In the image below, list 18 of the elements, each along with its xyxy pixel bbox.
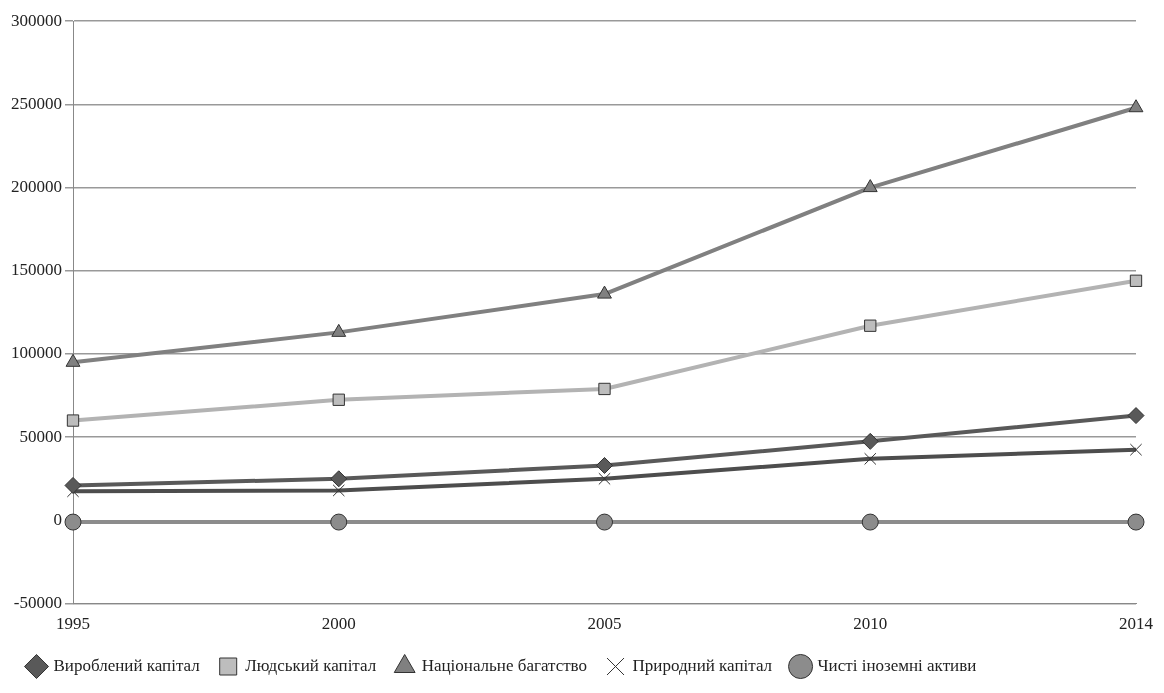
- y-tick-label: 200000: [11, 177, 62, 197]
- y-tick-label: 250000: [11, 93, 62, 113]
- y-tick-label: 150000: [11, 260, 62, 280]
- y-tick-label: 100000: [11, 343, 62, 363]
- y-tick-label: 300000: [11, 10, 62, 30]
- y-tick-label: 50000: [19, 426, 62, 446]
- legend-label: Природний капітал: [632, 655, 773, 675]
- legend-label: Чисті іноземні активи: [817, 655, 977, 675]
- x-tick-label: 2014: [1119, 614, 1154, 634]
- x-tick-label: 2010: [853, 614, 888, 634]
- x-tick-label: 2000: [321, 614, 356, 634]
- legend-label: Національне багатство: [421, 655, 588, 675]
- x-tick-label: 1995: [56, 614, 90, 634]
- legend-label: Людський капітал: [245, 655, 377, 675]
- y-tick-label: -50000: [13, 593, 62, 613]
- legend-label: Вироблений капітал: [53, 655, 201, 675]
- y-tick-label: 0: [53, 509, 62, 529]
- x-tick-label: 2005: [587, 614, 622, 634]
